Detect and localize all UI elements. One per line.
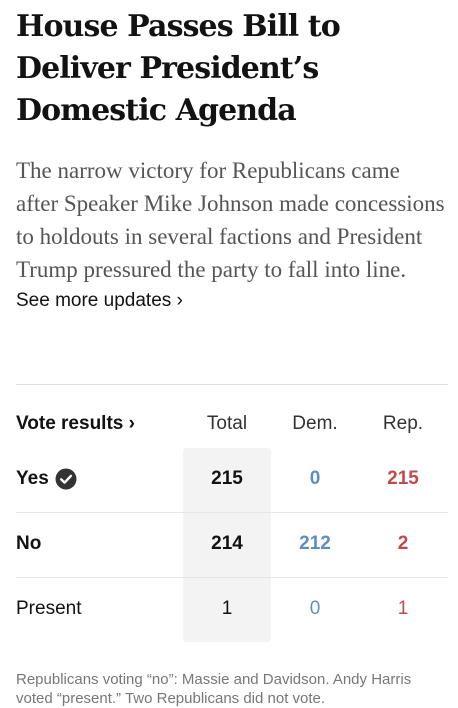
column-header-rep: Rep.: [382, 413, 424, 434]
see-more-updates-link[interactable]: See more updates ›: [16, 290, 183, 311]
cell-dem-yes: 0: [309, 468, 321, 489]
table-header: Vote results › Total Dem. Rep.: [16, 400, 448, 448]
total-column-highlight: [183, 448, 271, 642]
cell-rep-yes: 215: [387, 468, 419, 489]
headline: House Passes Bill to Deliver President’s…: [16, 9, 341, 128]
article-summary: The narrow victory for Republicans came …: [16, 158, 445, 282]
row-label-no: No: [16, 533, 42, 554]
cell-total-no: 214: [211, 533, 243, 554]
row-label-present: Present: [16, 598, 82, 619]
table-row-no: No 214 212 2: [16, 513, 448, 578]
table-row-yes: Yes 215 0 215: [16, 448, 448, 513]
cell-total-yes: 215: [211, 468, 243, 489]
footnote: Republicans voting “no”: Massie and Davi…: [16, 671, 412, 707]
article-header: House Passes Bill to Deliver President’s…: [16, 0, 446, 312]
row-label-yes-text: Yes: [16, 468, 49, 489]
cell-rep-present: 1: [397, 598, 409, 619]
column-header-dem: Dem.: [292, 413, 338, 434]
column-header-total: Total: [206, 413, 248, 434]
table-row-present: Present 1 0 1: [16, 578, 448, 642]
divider: [16, 384, 448, 385]
row-label-yes: Yes: [16, 468, 77, 490]
cell-rep-no: 2: [397, 533, 409, 554]
cell-dem-present: 0: [309, 598, 321, 619]
vote-results-table: Vote results › Total Dem. Rep. Yes 215 0…: [16, 400, 448, 642]
vote-results-link[interactable]: Vote results ›: [16, 413, 135, 434]
cell-total-present: 1: [221, 598, 233, 619]
check-circle-icon: [55, 468, 77, 490]
cell-dem-no: 212: [299, 533, 331, 554]
